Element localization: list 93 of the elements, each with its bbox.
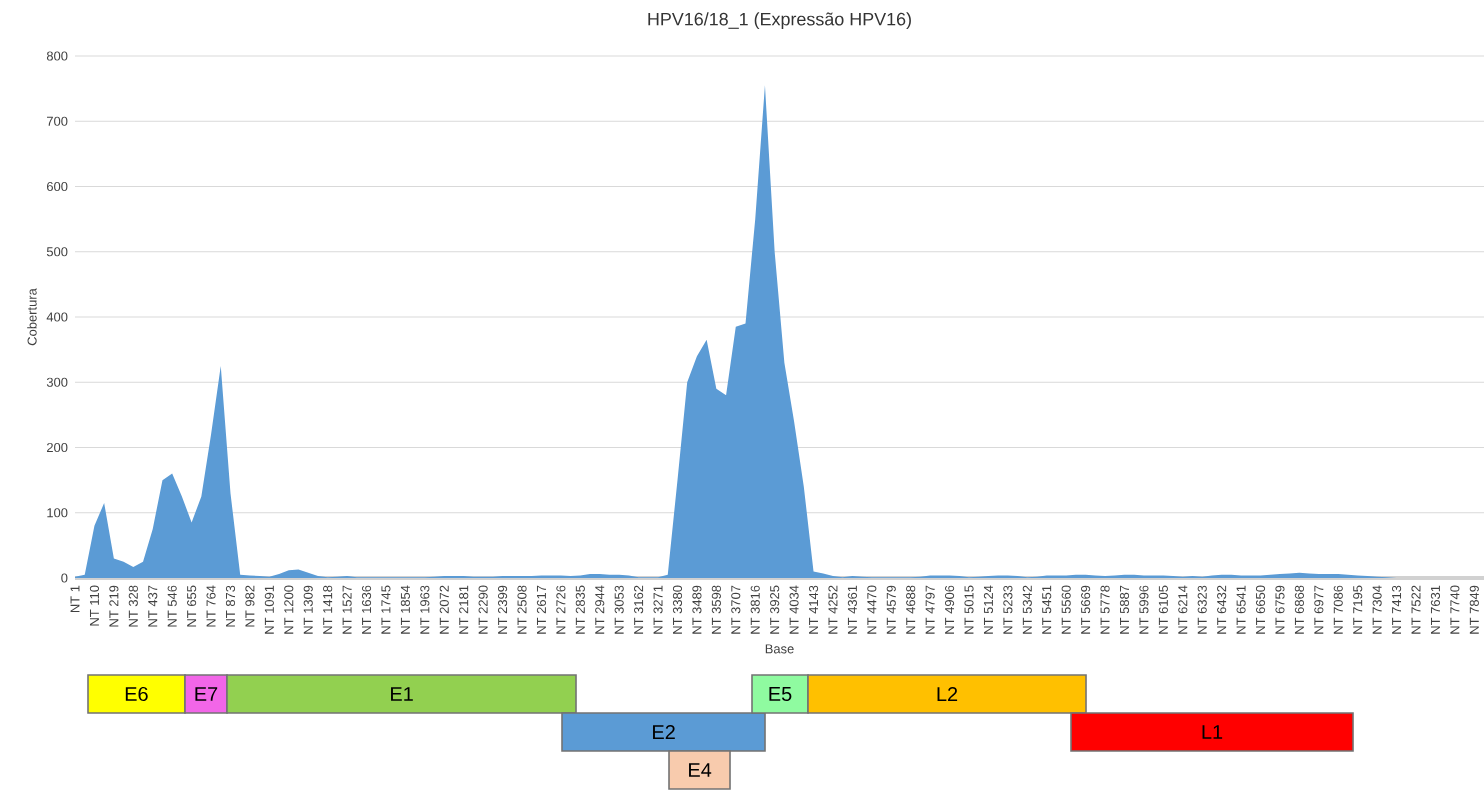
- x-tick-label: NT 110: [89, 585, 100, 626]
- x-tick-label: NT 4252: [828, 585, 838, 634]
- x-tick-label: NT 437: [148, 585, 158, 627]
- x-tick-label: NT 6868: [1294, 585, 1304, 634]
- y-tick-label: 600: [47, 181, 68, 192]
- x-tick-label: NT 1963: [420, 585, 430, 634]
- x-tick-label: NT 3053: [614, 585, 624, 634]
- x-tick-label: NT 6323: [1197, 585, 1207, 634]
- x-tick-label: NT 4797: [925, 585, 935, 634]
- x-tick-label: NT 6977: [1314, 585, 1324, 634]
- x-tick-label: NT 2617: [536, 585, 547, 634]
- x-tick-label: NT 1745: [381, 585, 391, 634]
- x-tick-label: NT 2072: [439, 585, 449, 634]
- x-tick-label: NT 5778: [1100, 585, 1110, 634]
- y-tick-label: 800: [46, 51, 68, 61]
- text: L2: [937, 687, 958, 701]
- x-tick-label: NT 2835: [575, 585, 585, 634]
- text: E2: [653, 725, 675, 739]
- x-tick-label: NT 655: [187, 585, 197, 627]
- x-tick-label: NT 2726: [556, 585, 566, 634]
- x-tick-label: NT 1309: [303, 585, 313, 634]
- x-tick-label: NT 7631: [1430, 585, 1441, 634]
- x-tick-label: NT 7195: [1353, 585, 1363, 634]
- x-tick-label: NT 4688: [906, 585, 916, 634]
- x-tick-label: NT 3162: [634, 585, 644, 634]
- x-tick-label: NT 3816: [750, 585, 760, 634]
- x-tick-label: NT 5342: [1022, 585, 1032, 634]
- chart-title: HPV16/18_1 (Expressão HPV16): [648, 12, 911, 29]
- x-tick-label: NT 546: [167, 585, 177, 627]
- x-tick-label: NT 219: [109, 585, 119, 627]
- x-tick-label: NT 7522: [1411, 585, 1421, 634]
- x-tick-label: NT 4906: [944, 585, 955, 634]
- x-tick-label: NT 5560: [1061, 585, 1071, 634]
- x-tick-label: NT 4361: [847, 585, 857, 634]
- x-tick-label: NT 2508: [517, 585, 527, 634]
- x-tick-label: NT 5669: [1081, 585, 1091, 634]
- x-tick-label: NT 3489: [692, 585, 702, 634]
- x-tick-label: NT 1: [70, 585, 80, 613]
- x-tick-label: NT 2944: [595, 585, 605, 634]
- x-tick-label: NT 5887: [1119, 585, 1130, 634]
- x-tick-label: NT 5015: [964, 585, 974, 634]
- x-tick-label: NT 3707: [731, 585, 741, 634]
- x-tick-label: NT 4470: [867, 585, 877, 634]
- text: E7: [195, 687, 218, 701]
- text: E1: [391, 687, 413, 701]
- text: E6: [125, 686, 148, 702]
- y-tick-label: 0: [61, 573, 68, 583]
- y-tick-label: 700: [47, 116, 68, 126]
- x-tick-label: NT 6105: [1158, 585, 1168, 634]
- y-tick-label: 300: [46, 377, 68, 387]
- x-tick-label: NT 1091: [264, 585, 274, 634]
- y-tick-label: 500: [46, 247, 68, 257]
- x-tick-label: NT 7849: [1469, 585, 1479, 634]
- x-tick-label: NT 3598: [711, 585, 721, 634]
- x-tick-label: NT 6541: [1236, 585, 1246, 634]
- x-tick-label: NT 982: [245, 585, 255, 627]
- text: E4: [689, 763, 712, 777]
- x-tick-label: NT 1418: [323, 585, 333, 634]
- x-tick-label: NT 6650: [1255, 585, 1266, 634]
- x-tick-label: NT 2290: [478, 585, 488, 634]
- x-tick-label: NT 7740: [1450, 585, 1460, 634]
- x-tick-label: NT 5233: [1003, 585, 1013, 634]
- y-tick-label: 100: [47, 508, 68, 518]
- x-tick-label: NT 1636: [361, 585, 372, 634]
- x-axis-title: Base: [765, 644, 794, 654]
- y-tick-label: 400: [46, 312, 68, 322]
- y-tick-label: 200: [47, 442, 68, 453]
- x-tick-label: NT 4143: [808, 585, 819, 634]
- x-tick-label: NT 7304: [1372, 585, 1382, 634]
- text: L1: [1202, 725, 1223, 739]
- x-tick-label: NT 328: [128, 585, 138, 627]
- x-tick-label: NT 2181: [459, 585, 469, 634]
- x-tick-label: NT 2399: [497, 585, 508, 634]
- x-tick-label: NT 4579: [886, 585, 896, 634]
- x-tick-label: NT 7413: [1391, 585, 1402, 634]
- x-tick-label: NT 1527: [342, 585, 352, 634]
- x-tick-label: NT 5124: [983, 585, 994, 634]
- x-tick-label: NT 6432: [1217, 585, 1227, 634]
- x-tick-label: NT 6214: [1178, 585, 1188, 634]
- x-tick-label: NT 1854: [400, 585, 410, 634]
- x-tick-label: NT 5996: [1139, 585, 1149, 634]
- x-tick-label: NT 5451: [1042, 585, 1052, 634]
- y-axis-title: Cobertura: [27, 288, 37, 346]
- x-tick-label: NT 1200: [284, 585, 294, 634]
- x-tick-label: NT 3925: [770, 585, 780, 634]
- x-tick-label: NT 764: [206, 585, 216, 627]
- x-tick-label: NT 3271: [653, 585, 663, 634]
- x-tick-label: NT 6759: [1275, 585, 1285, 634]
- x-tick-label: NT 7086: [1333, 585, 1343, 634]
- x-tick-label: NT 4034: [789, 585, 799, 634]
- x-tick-label: NT 3380: [672, 585, 683, 634]
- text: E5: [769, 687, 792, 701]
- x-tick-label: NT 873: [225, 585, 236, 627]
